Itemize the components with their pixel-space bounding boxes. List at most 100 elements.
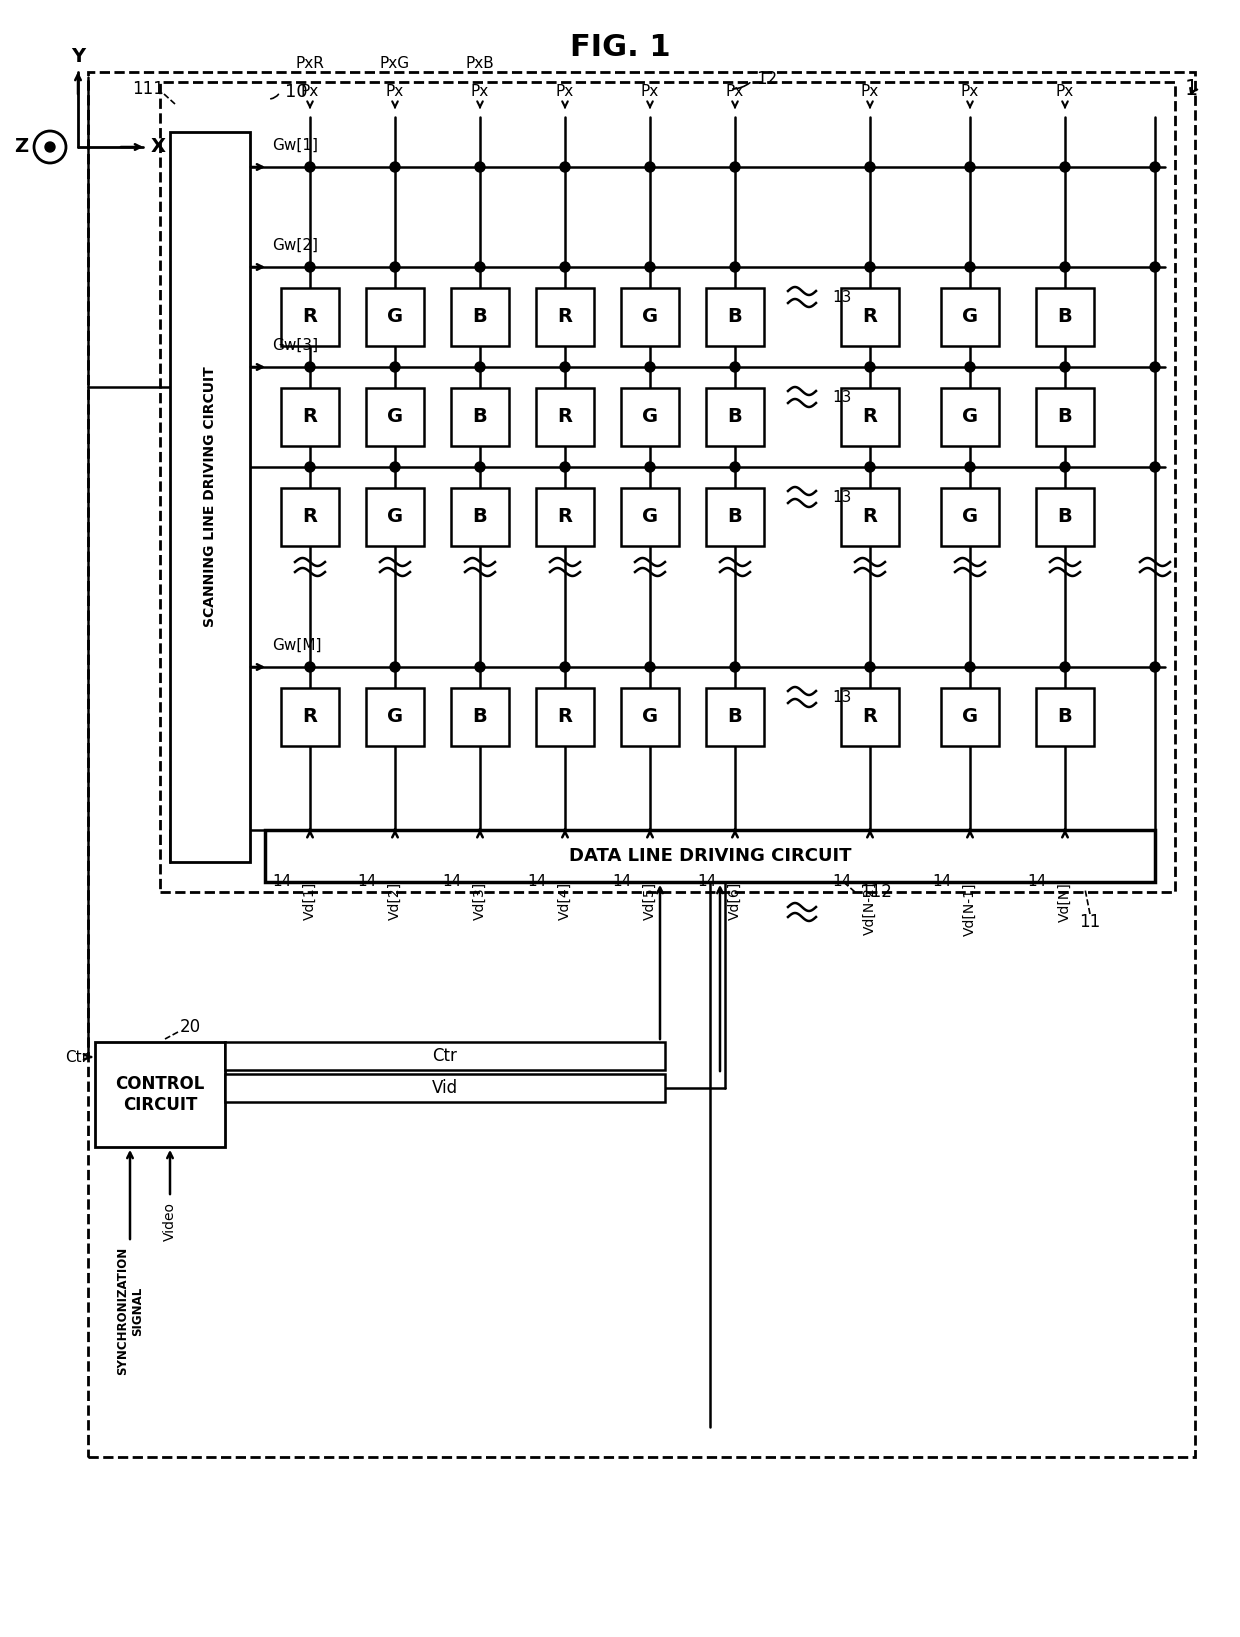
Text: CONTROL
CIRCUIT: CONTROL CIRCUIT	[115, 1076, 205, 1113]
Circle shape	[391, 262, 401, 272]
Bar	[451, 388, 508, 445]
Text: PxG: PxG	[379, 57, 410, 72]
Circle shape	[1149, 362, 1159, 372]
Text: B: B	[728, 707, 743, 727]
Text: R: R	[558, 408, 573, 427]
Circle shape	[305, 162, 315, 172]
Circle shape	[730, 162, 740, 172]
Bar	[1035, 688, 1094, 746]
Circle shape	[560, 162, 570, 172]
Circle shape	[965, 162, 975, 172]
Text: Gw[2]: Gw[2]	[272, 237, 317, 254]
Text: Ctr: Ctr	[433, 1048, 458, 1066]
Text: 14: 14	[273, 874, 291, 889]
Text: DATA LINE DRIVING CIRCUIT: DATA LINE DRIVING CIRCUIT	[569, 846, 851, 864]
Circle shape	[730, 362, 740, 372]
Text: FIG. 1: FIG. 1	[569, 33, 671, 62]
Text: Ctr: Ctr	[64, 1049, 88, 1064]
Text: Px: Px	[1056, 85, 1074, 100]
Bar	[281, 388, 339, 445]
Bar	[841, 388, 899, 445]
Bar	[841, 488, 899, 547]
Bar	[281, 288, 339, 345]
Circle shape	[475, 362, 485, 372]
Circle shape	[645, 661, 655, 673]
Bar	[366, 388, 424, 445]
Text: Px: Px	[961, 85, 980, 100]
Circle shape	[1060, 661, 1070, 673]
Text: Vd[N-2]: Vd[N-2]	[863, 882, 877, 935]
Circle shape	[730, 661, 740, 673]
Text: 14: 14	[528, 874, 547, 889]
Text: B: B	[1058, 308, 1073, 326]
Circle shape	[866, 362, 875, 372]
Circle shape	[1060, 162, 1070, 172]
Text: R: R	[558, 507, 573, 527]
Text: B: B	[1058, 408, 1073, 427]
Bar	[160, 82, 1176, 892]
Circle shape	[560, 362, 570, 372]
Circle shape	[645, 362, 655, 372]
Bar	[536, 388, 594, 445]
Bar	[941, 288, 999, 345]
Circle shape	[305, 362, 315, 372]
Circle shape	[45, 142, 55, 152]
Circle shape	[391, 462, 401, 471]
Circle shape	[560, 262, 570, 272]
Circle shape	[866, 661, 875, 673]
Text: G: G	[962, 408, 978, 427]
Text: B: B	[728, 507, 743, 527]
Text: 14: 14	[833, 874, 852, 889]
Circle shape	[1149, 162, 1159, 172]
Bar	[366, 488, 424, 547]
Text: R: R	[558, 707, 573, 727]
Bar	[451, 488, 508, 547]
Text: 14: 14	[932, 874, 952, 889]
Bar	[366, 288, 424, 345]
Bar	[536, 288, 594, 345]
Circle shape	[391, 362, 401, 372]
Circle shape	[305, 262, 315, 272]
Circle shape	[645, 462, 655, 471]
Text: 14: 14	[358, 874, 377, 889]
Text: B: B	[472, 507, 487, 527]
Text: R: R	[303, 507, 317, 527]
Text: R: R	[863, 308, 878, 326]
Text: X: X	[150, 138, 165, 157]
Bar	[536, 688, 594, 746]
Circle shape	[1149, 661, 1159, 673]
Text: G: G	[642, 507, 658, 527]
Bar	[621, 688, 680, 746]
Circle shape	[965, 262, 975, 272]
Text: Vd[6]: Vd[6]	[728, 882, 742, 920]
Text: 13: 13	[832, 290, 852, 304]
Circle shape	[475, 262, 485, 272]
Text: Vd[4]: Vd[4]	[558, 882, 572, 920]
Bar	[941, 688, 999, 746]
Bar	[224, 1043, 665, 1071]
Circle shape	[475, 462, 485, 471]
Text: B: B	[1058, 507, 1073, 527]
Text: Vd[1]: Vd[1]	[303, 882, 317, 920]
Bar	[88, 72, 1195, 1457]
Text: G: G	[387, 507, 403, 527]
Bar	[706, 688, 764, 746]
Bar	[281, 688, 339, 746]
Bar	[265, 830, 1154, 882]
Text: Gw[M]: Gw[M]	[272, 638, 321, 653]
Text: G: G	[962, 507, 978, 527]
Bar	[95, 1043, 224, 1148]
Bar	[1035, 488, 1094, 547]
Bar	[706, 488, 764, 547]
Text: G: G	[642, 408, 658, 427]
Circle shape	[1060, 362, 1070, 372]
Bar	[706, 288, 764, 345]
Circle shape	[391, 661, 401, 673]
Text: 11: 11	[1079, 913, 1101, 931]
Bar	[536, 488, 594, 547]
Circle shape	[305, 462, 315, 471]
Text: PxR: PxR	[295, 57, 325, 72]
Text: 14: 14	[698, 874, 717, 889]
Circle shape	[391, 162, 401, 172]
Text: 111: 111	[133, 80, 164, 98]
